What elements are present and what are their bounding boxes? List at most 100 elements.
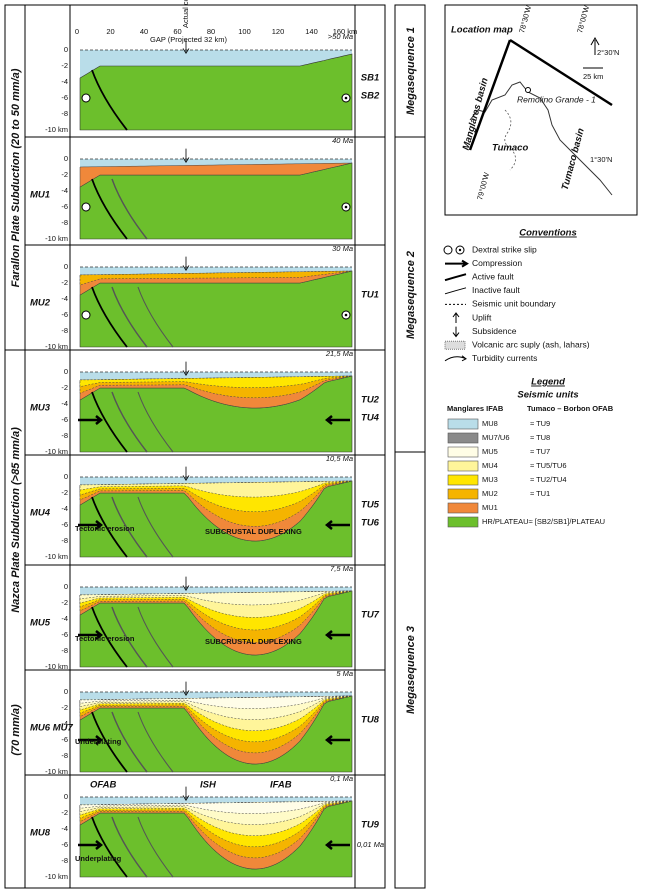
fault <box>137 286 174 348</box>
convention-label: Volcanic arc suply (ash, lahars) <box>472 339 590 349</box>
depth-label: -2 <box>61 383 68 392</box>
symbol <box>452 326 460 338</box>
sediment-unit <box>79 162 353 188</box>
well-symbol <box>525 87 531 93</box>
sediment-unit <box>79 800 353 814</box>
depth-label: -8 <box>61 646 68 655</box>
compression-arrow <box>324 520 350 530</box>
arrow <box>182 39 190 54</box>
legend-swatch <box>447 516 479 528</box>
sediment-unit <box>79 375 353 388</box>
fault <box>91 816 128 878</box>
age-label: 40 Ma <box>332 136 353 145</box>
fault <box>91 69 128 131</box>
depth-label: -6 <box>61 310 68 319</box>
megasequence-label: Megasequence 2 <box>405 251 417 339</box>
depth-label: -10 km <box>45 767 68 776</box>
fault <box>91 391 128 453</box>
compression-arrow <box>78 415 104 425</box>
convention-label: Inactive fault <box>472 285 520 295</box>
sediment-unit <box>79 480 353 498</box>
fault <box>137 816 174 878</box>
legend-header: Tumaco – Borbon OFAB <box>527 404 614 413</box>
depth-label: -4 <box>61 77 68 86</box>
tu-label: SB1 <box>361 73 379 84</box>
symbol <box>444 273 467 282</box>
compression-arrow <box>78 520 104 530</box>
arrow <box>182 576 190 591</box>
scale-label: 140 <box>305 27 318 36</box>
map-label: 78°30'W <box>517 4 533 34</box>
map-label: 79°00'W <box>475 171 491 201</box>
fault <box>111 711 148 773</box>
depth-label: -6 <box>61 415 68 424</box>
strike-slip <box>81 202 91 212</box>
legend-mu: MU1 <box>482 503 498 512</box>
legend-tu: ≈ TU7 <box>530 447 550 456</box>
panel-note: ISH <box>200 780 217 791</box>
fault <box>111 178 148 240</box>
scale-label: 100 <box>238 27 251 36</box>
compression-arrow <box>324 735 350 745</box>
arrow <box>182 256 190 271</box>
strike-slip <box>344 205 348 209</box>
scale-label: 20 <box>106 27 114 36</box>
tu-label: SB2 <box>361 91 380 102</box>
legend-header: Manglares IFAB <box>447 404 504 413</box>
fault <box>111 286 148 348</box>
fault <box>137 606 174 668</box>
section-line <box>509 38 613 107</box>
side-label: Farallon Plate Subduction (20 to 50 mm/a… <box>10 68 22 287</box>
legend-swatch <box>447 418 479 430</box>
depth-label: -10 km <box>45 662 68 671</box>
depth-label: -4 <box>61 504 68 513</box>
unit-label: MU8 <box>30 828 51 839</box>
age-label: 10,5 Ma <box>326 454 353 463</box>
tu-label: TU2 <box>361 395 380 406</box>
depth-label: -2 <box>61 703 68 712</box>
legend-mu: MU4 <box>482 461 498 470</box>
legend-swatch <box>447 432 479 444</box>
depth-label: -8 <box>61 536 68 545</box>
fault <box>91 711 128 773</box>
convention-label: Active fault <box>472 271 514 281</box>
strike-slip <box>344 313 348 317</box>
legend-swatch <box>447 460 479 472</box>
depth-label: -6 <box>61 840 68 849</box>
section-line <box>468 39 512 151</box>
age-label: 0,01 Ma <box>357 840 384 849</box>
depth-label: -6 <box>61 93 68 102</box>
age-label: 5 Ma <box>336 669 353 678</box>
map-label: Tumaco <box>492 143 528 154</box>
coastline <box>469 81 613 196</box>
depth-label: 0 <box>64 367 68 376</box>
legend-swatch <box>447 502 479 514</box>
scale-label: 60 <box>173 27 181 36</box>
depth-label: -4 <box>61 719 68 728</box>
sediment-unit <box>79 590 353 606</box>
legend-subtitle: Seismic units <box>517 390 578 401</box>
fault <box>91 496 128 558</box>
symbol <box>444 355 467 362</box>
map-label: 1°30'N <box>590 155 612 164</box>
legend-tu: ≈ TU8 <box>530 433 550 442</box>
depth-label: -8 <box>61 431 68 440</box>
map-frame <box>444 4 638 216</box>
symbol <box>458 248 462 252</box>
map-label: 25 km <box>583 72 603 81</box>
tu-label: TU7 <box>361 610 380 621</box>
depth-label: -10 km <box>45 234 68 243</box>
legend-mu: HR/PLATEAU≈ [SB2/SB1]/PLATEAU <box>482 517 605 526</box>
legend-mu: MU7/U6 <box>482 433 510 442</box>
map-title: Location map <box>451 25 513 36</box>
depth-label: -8 <box>61 326 68 335</box>
fault <box>91 178 128 240</box>
depth-label: -2 <box>61 488 68 497</box>
legend-swatch <box>447 446 479 458</box>
depth-label: -4 <box>61 824 68 833</box>
megasequence-label: Megasequence 3 <box>405 626 417 714</box>
basement <box>79 53 353 131</box>
panel-frame <box>24 4 386 889</box>
strike-slip <box>344 96 348 100</box>
depth-label: 0 <box>64 582 68 591</box>
